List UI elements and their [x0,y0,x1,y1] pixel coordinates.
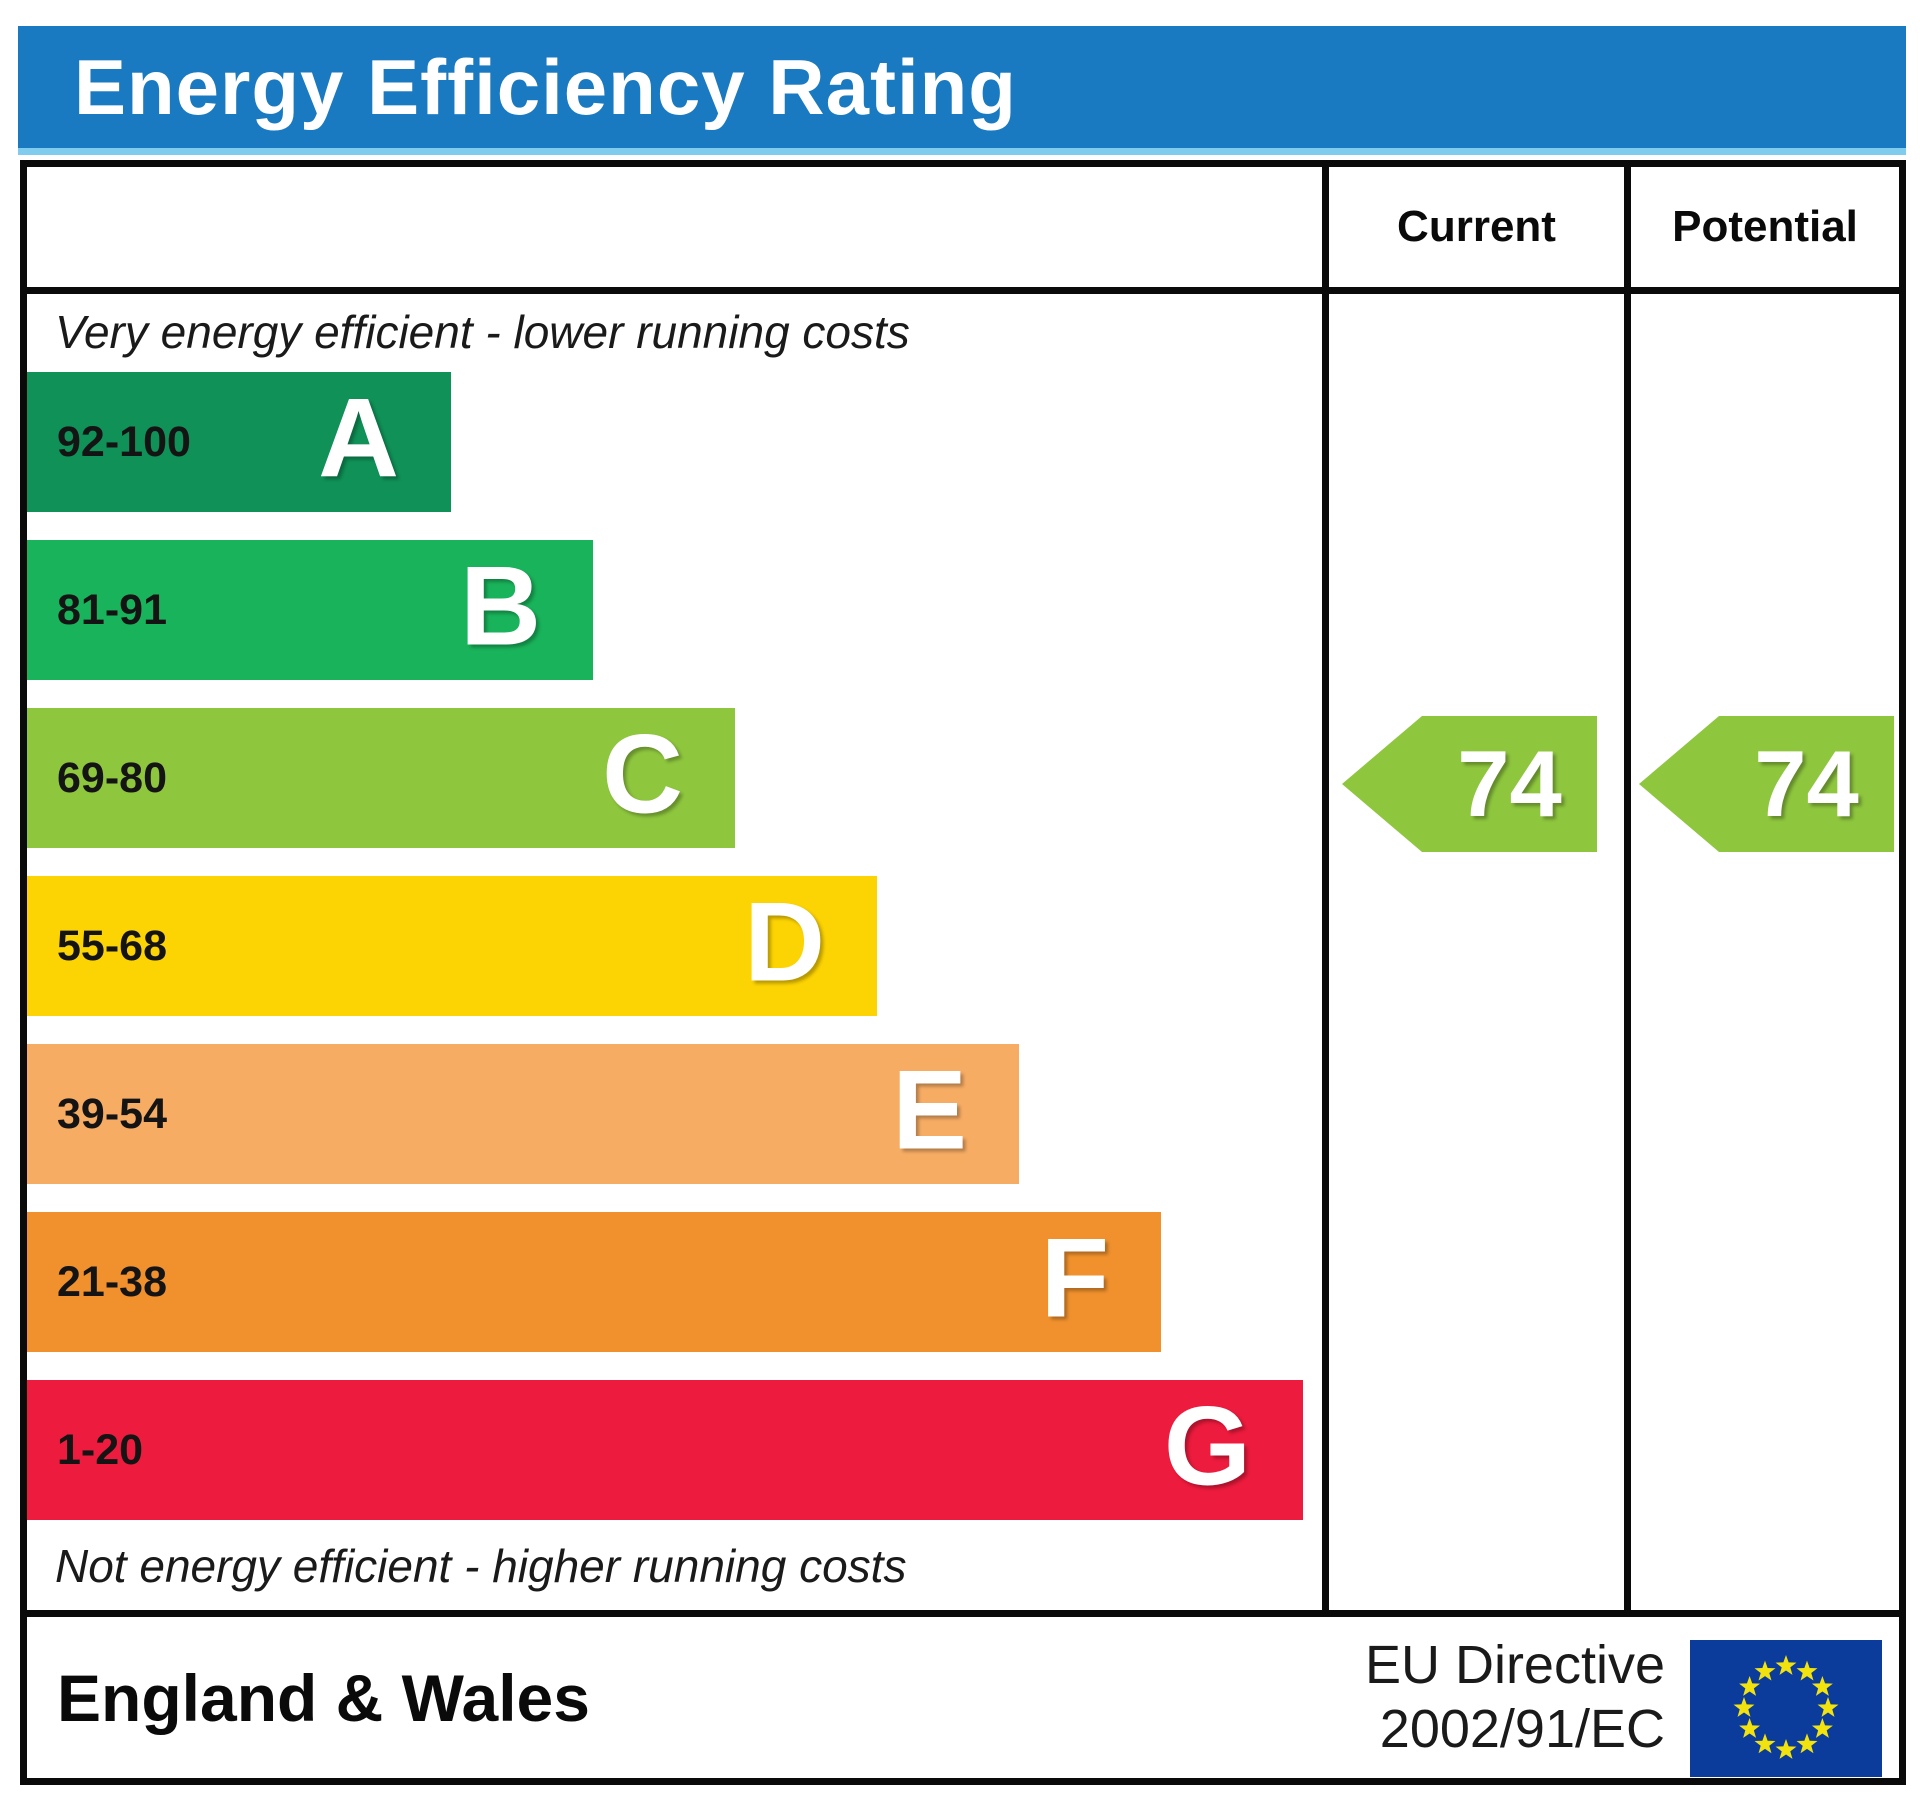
table-header-row: Current Potential [27,167,1899,294]
band-letter: D [744,879,825,1005]
current-rating-value: 74 [1457,731,1562,836]
left-pointing-arrow-icon [1639,716,1894,852]
title-bar: Energy Efficiency Rating [18,26,1906,155]
current-label: Current [1397,202,1556,251]
band-range-label: 55-68 [57,921,167,970]
band-letter: C [602,711,683,837]
page-title: Energy Efficiency Rating [74,42,1017,131]
eu-directive-label: EU Directive 2002/91/EC [1365,1617,1665,1778]
footer-row: England & Wales EU Directive 2002/91/EC [27,1610,1899,1778]
band-range-label: 69-80 [57,753,167,802]
band-range-label: 92-100 [57,417,191,466]
band-range-label: 21-38 [57,1257,167,1306]
band-letter: G [1163,1383,1251,1509]
eu-flag-icon [1690,1640,1882,1777]
band-bar-f: 21-38 F [27,1212,1161,1352]
epc-table: Current Potential Very energy efficient … [20,160,1906,1785]
potential-rating-arrow: 74 [1639,716,1894,852]
band-bar-c: 69-80 C [27,708,735,848]
band-range-label: 39-54 [57,1089,167,1138]
band-bar-b: 81-91 B [27,540,593,680]
eu-directive-line1: EU Directive [1364,1634,1665,1695]
bottom-note: Not energy efficient - higher running co… [55,1540,907,1592]
eu-directive-line2: 2002/91/EC [1379,1698,1665,1759]
band-letter: E [892,1047,967,1173]
potential-label: Potential [1672,202,1858,251]
band-range-label: 1-20 [57,1425,144,1474]
band-range-label: 81-91 [57,585,167,634]
top-note: Very energy efficient - lower running co… [55,306,910,358]
left-pointing-arrow-icon [1342,716,1597,852]
current-column-divider [1322,294,1329,1610]
current-column-header: Current [1322,167,1624,287]
band-bar-g: 1-20 G [27,1380,1303,1520]
band-letter: F [1040,1215,1109,1341]
band-bar-d: 55-68 D [27,876,877,1016]
band-letter: A [318,375,399,501]
band-bar-e: 39-54 E [27,1044,1019,1184]
band-letter: B [460,543,541,669]
region-label: England & Wales [57,1660,590,1735]
potential-column-header: Potential [1624,167,1899,287]
current-rating-arrow: 74 [1342,716,1597,852]
potential-rating-value: 74 [1754,731,1859,836]
potential-column-divider [1624,294,1631,1610]
band-bar-a: 92-100 A [27,372,451,512]
